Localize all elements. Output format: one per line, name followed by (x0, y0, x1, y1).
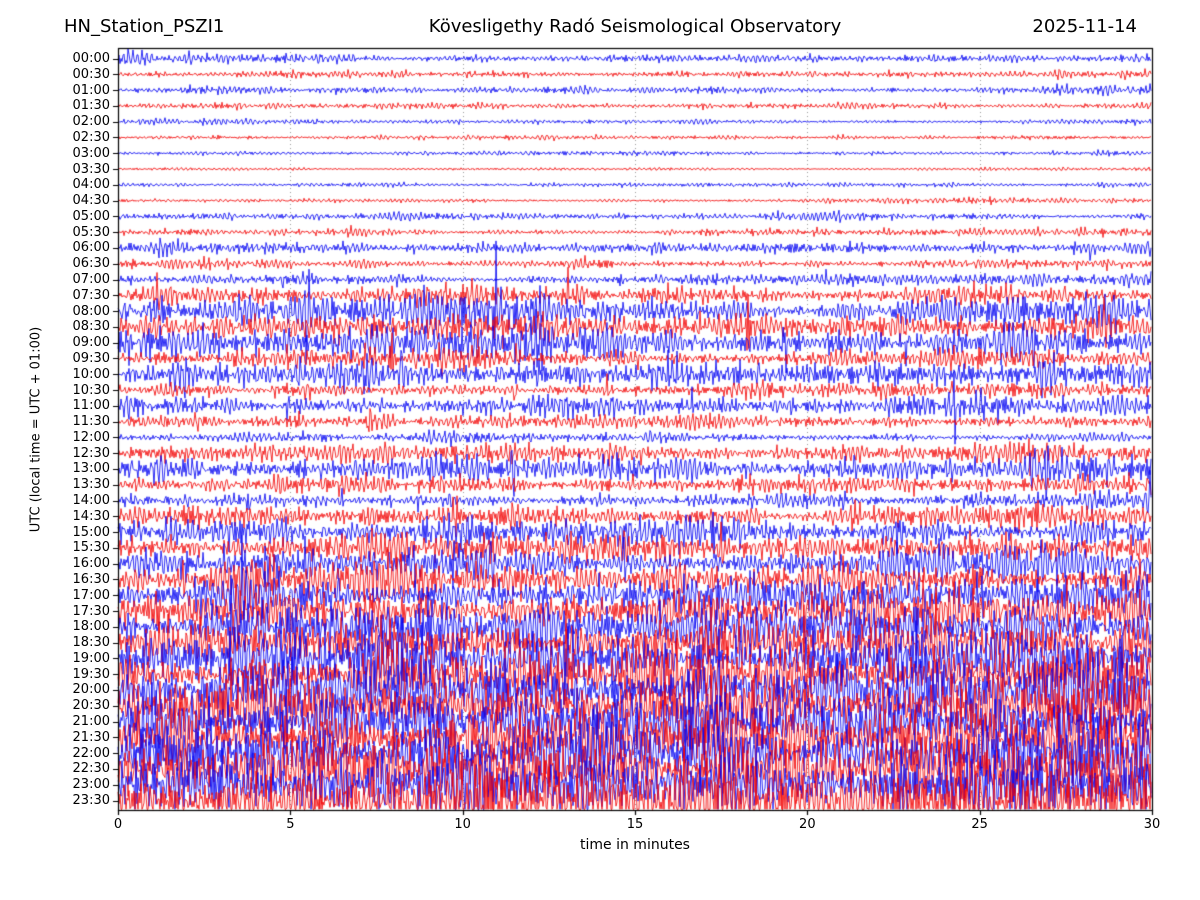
y-tick-label: 18:00 (72, 619, 110, 635)
y-tick-label: 22:00 (72, 745, 110, 761)
y-tick-label: 12:30 (72, 445, 110, 461)
y-tick-label: 06:00 (72, 240, 110, 256)
y-tick-label: 03:00 (72, 145, 110, 161)
y-tick-label: 08:30 (72, 319, 110, 335)
y-tick-label: 09:30 (72, 350, 110, 366)
x-tick-label: 30 (1143, 817, 1161, 832)
y-tick-label: 23:00 (72, 777, 110, 793)
y-tick-label: 07:00 (72, 272, 110, 288)
y-tick-label: 10:30 (72, 382, 110, 398)
y-tick-label: 17:30 (72, 603, 110, 619)
x-tick-label: 10 (454, 817, 471, 832)
y-tick-label: 02:00 (72, 114, 110, 130)
y-tick-label: 23:30 (72, 793, 110, 808)
y-tick-label: 10:00 (72, 366, 110, 382)
y-tick-label: 11:00 (72, 398, 110, 414)
y-tick-label: 16:00 (72, 556, 110, 572)
y-tick-label: 02:30 (72, 129, 110, 145)
y-tick-label: 15:30 (72, 540, 110, 556)
y-tick-label: 06:30 (72, 256, 110, 272)
y-tick-label: 14:30 (72, 508, 110, 524)
y-tick-label: 22:30 (72, 761, 110, 777)
y-tick-label: 00:00 (72, 51, 110, 66)
y-tick-label: 15:00 (72, 524, 110, 540)
station-title: HN_Station_PSZI1 (64, 16, 225, 37)
y-tick-label: 21:00 (72, 714, 110, 730)
y-tick-label: 03:30 (72, 161, 110, 177)
y-tick-label: 19:00 (72, 650, 110, 666)
y-tick-label: 09:00 (72, 335, 110, 351)
x-tick-label: 25 (971, 817, 988, 832)
y-tick-label: 13:30 (72, 477, 110, 493)
y-tick-label: 13:00 (72, 461, 110, 477)
observatory-title: Kövesligethy Radó Seismological Observat… (428, 16, 842, 37)
y-tick-label: 04:30 (72, 193, 110, 209)
y-tick-label: 14:00 (72, 493, 110, 509)
y-tick-label: 16:30 (72, 571, 110, 587)
y-tick-label: 20:30 (72, 698, 110, 714)
y-tick-label: 07:30 (72, 287, 110, 303)
y-tick-label: 00:30 (72, 66, 110, 82)
y-tick-label: 01:00 (72, 82, 110, 98)
y-tick-label: 20:00 (72, 682, 110, 698)
y-tick-label: 05:00 (72, 208, 110, 224)
x-tick-label: 20 (799, 817, 816, 832)
x-tick-label: 15 (626, 817, 644, 832)
y-tick-label: 12:00 (72, 429, 110, 445)
y-tick-label: 17:00 (72, 587, 110, 603)
x-axis-label: time in minutes (580, 837, 690, 853)
y-tick-label: 11:30 (72, 414, 110, 430)
y-tick-label: 05:30 (72, 224, 110, 240)
y-tick-label: 18:30 (72, 635, 110, 651)
date-label: 2025-11-14 (1032, 16, 1137, 37)
x-tick-label: 0 (113, 817, 123, 832)
y-tick-label: 01:30 (72, 98, 110, 114)
y-tick-label: 19:30 (72, 666, 110, 682)
y-tick-label: 08:00 (72, 303, 110, 319)
y-tick-label: 04:00 (72, 177, 110, 193)
x-tick-label: 5 (286, 817, 295, 832)
y-tick-label: 21:30 (72, 729, 110, 745)
